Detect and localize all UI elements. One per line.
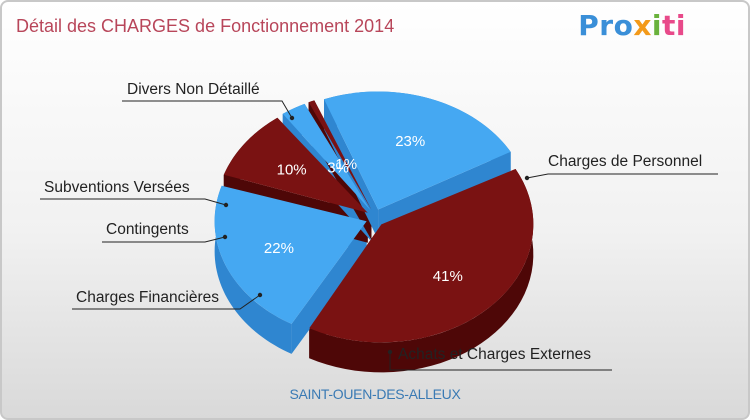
slice-pct-label-0: 41% (433, 268, 463, 285)
slice-pct-label-5: 23% (395, 133, 425, 150)
callout-line-0 (526, 173, 718, 179)
slice-pct-label-2: 10% (277, 162, 307, 179)
pie-slice-1[interactable] (214, 185, 367, 324)
pie-slice-3[interactable] (282, 103, 371, 211)
slice-category-label-5: Divers Non Détaillé (127, 81, 260, 98)
callout-dot-3 (222, 234, 228, 240)
slice-pct-label-4: 1% (335, 156, 357, 173)
slice-side-0 (309, 168, 534, 373)
pie-slice-4[interactable] (308, 100, 372, 210)
callout-dot-4 (223, 202, 229, 208)
callout-dot-5 (289, 115, 295, 121)
chart-title: Détail des CHARGES de Fonctionnement 201… (16, 16, 395, 36)
callout-line-4 (40, 198, 227, 206)
pie-slice-0[interactable] (309, 168, 534, 343)
slice-category-label-3: Contingents (106, 221, 189, 238)
callout-line-3 (102, 236, 226, 243)
slice-wall-5-0 (324, 99, 379, 240)
pie-slice-5[interactable] (324, 91, 511, 210)
logo-part-2: x (633, 9, 652, 42)
slice-pct-label-1: 22% (264, 240, 294, 257)
callout-line-2 (72, 294, 261, 310)
callout-dot-1 (387, 349, 393, 355)
logo-part-1: Pro (578, 9, 634, 42)
slice-category-label-2: Charges Financières (76, 289, 219, 306)
slice-wall-1-0 (291, 221, 367, 354)
callout-dot-0 (524, 175, 530, 181)
pie-slice-2[interactable] (223, 117, 368, 213)
slice-category-label-4: Subventions Versées (44, 179, 190, 196)
logo-part-4: ti (662, 9, 686, 42)
slice-side-1 (214, 185, 292, 354)
logo-part-3: i (651, 9, 663, 42)
callout-line-1 (389, 352, 612, 371)
callout-line-5 (122, 100, 293, 119)
commune-name: SAINT-OUEN-DES-ALLEUX (289, 386, 461, 402)
slice-category-label-0: Charges de Personnel (548, 153, 702, 170)
slice-category-label-1: Achats et Charges Externes (398, 346, 591, 363)
callout-dot-2 (257, 292, 263, 298)
slice-pct-label-3: 3% (327, 160, 349, 177)
proxiti-logo: Proxiti (578, 9, 686, 42)
